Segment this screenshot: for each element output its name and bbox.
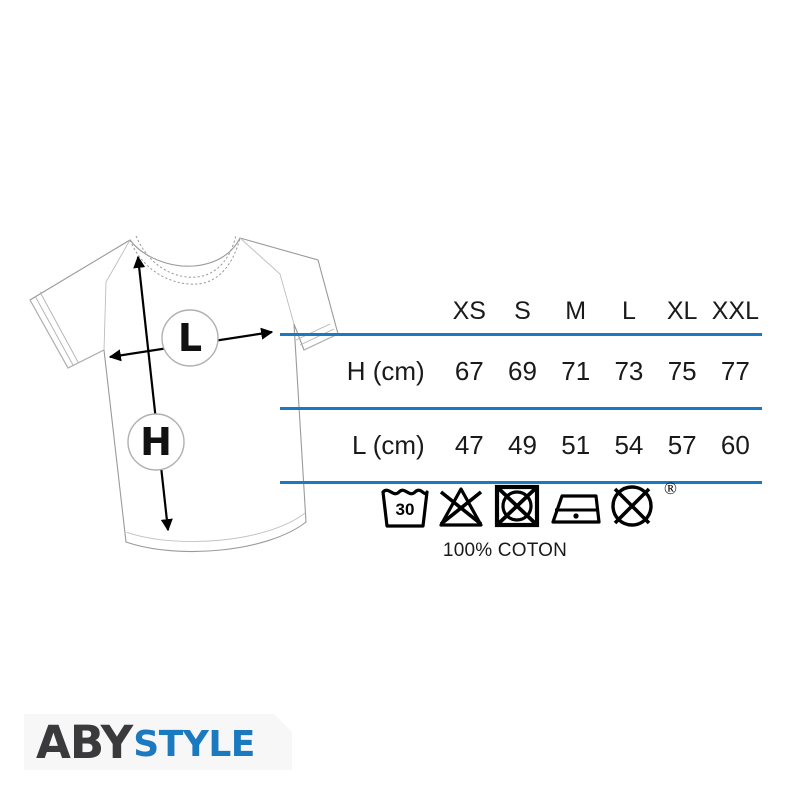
brand-name-secondary: STYLE xyxy=(133,724,255,765)
cell-l-xxl: 60 xyxy=(720,430,750,460)
column-header-xxl: XXL xyxy=(711,297,760,325)
tshirt-shoulder-seams xyxy=(103,237,295,351)
size-table: XS S M L XL XXL H (cm) 67 69 xyxy=(280,290,762,484)
cell-h-s: 69 xyxy=(508,356,537,386)
column-header-xs: XS xyxy=(452,297,486,325)
cell-l-m: 51 xyxy=(561,430,591,460)
column-header-s: S xyxy=(514,297,531,325)
tshirt-bottom-hem xyxy=(125,512,306,543)
cell-h-xxl: 77 xyxy=(720,356,750,386)
do-not-tumble-dry-icon xyxy=(492,482,542,530)
header-spacer xyxy=(280,290,443,332)
height-measure-badge xyxy=(127,413,185,471)
row-label-h: H (cm) xyxy=(346,356,425,386)
size-table-header-row: XS S M L XL XXL xyxy=(280,290,762,332)
rule-cell xyxy=(280,480,762,484)
cell-h-xs: 67 xyxy=(454,356,484,386)
table-row: H (cm) 67 69 71 73 75 77 xyxy=(280,336,762,406)
rule-cell xyxy=(280,406,762,410)
cell-h-xl: 75 xyxy=(667,356,697,386)
wash-30-icon: 30 xyxy=(380,484,430,530)
table-rule-bottom xyxy=(280,480,762,484)
column-header-xl: XL xyxy=(666,297,698,325)
cell-h-m: 71 xyxy=(561,356,591,386)
tshirt-sleeve-left-hem xyxy=(29,291,105,369)
blue-divider-1 xyxy=(280,332,762,336)
care-instructions: 30 xyxy=(380,478,677,568)
fabric-composition-label: 100% COTON xyxy=(442,540,568,561)
height-measure-arrow xyxy=(133,255,173,532)
care-symbol-row: 30 xyxy=(380,478,677,530)
table-rule-middle xyxy=(280,406,762,410)
blue-divider-3 xyxy=(280,480,762,484)
cell-l-xs: 47 xyxy=(454,430,484,460)
rule-cell xyxy=(280,332,762,336)
column-header-l: L xyxy=(621,297,636,325)
cell-l-l: 54 xyxy=(614,430,644,460)
wash-temperature-label: 30 xyxy=(395,500,415,519)
cell-l-xl: 57 xyxy=(667,430,697,460)
size-table-grid: XS S M L XL XXL H (cm) 67 69 xyxy=(280,290,762,484)
cell-l-s: 49 xyxy=(508,430,537,460)
tshirt-illustration: L H xyxy=(18,222,358,582)
registered-trademark-icon: ® xyxy=(664,479,677,498)
tshirt-sleeve-right-hem xyxy=(295,323,339,351)
width-measure-badge xyxy=(161,309,219,367)
column-header-m: M xyxy=(565,297,587,325)
brand-name-primary: ABY xyxy=(36,715,133,769)
height-measure-label: H xyxy=(140,420,172,464)
table-rule-top xyxy=(280,332,762,336)
do-not-bleach-icon xyxy=(437,484,485,530)
cell-h-l: 73 xyxy=(614,356,644,386)
blue-divider-2 xyxy=(280,406,762,410)
iron-low-one-dot-icon xyxy=(549,488,601,530)
do-not-dry-clean-icon xyxy=(608,482,656,530)
brand-logo: ABY STYLE xyxy=(24,714,292,770)
row-label-l: L (cm) xyxy=(351,430,425,460)
width-measure-label: L xyxy=(177,316,203,360)
table-row: L (cm) 47 49 51 54 57 60 xyxy=(280,410,762,480)
